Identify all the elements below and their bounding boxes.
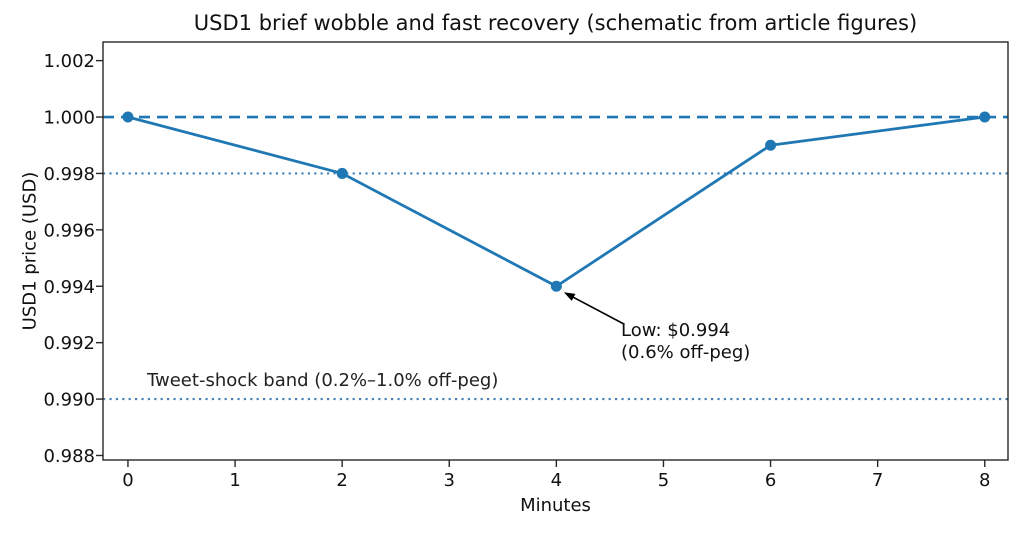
y-axis-label: USD1 price (USD): [19, 171, 41, 331]
band-label: Tweet-shock band (0.2%–1.0% off-peg): [147, 370, 499, 391]
data-point: [336, 167, 348, 179]
data-point: [765, 139, 777, 151]
annotation-line2: (0.6% off-peg): [621, 342, 751, 363]
y-tick-label: 0.998: [43, 164, 95, 185]
data-point: [122, 111, 134, 123]
y-tick-label: 0.996: [43, 220, 95, 241]
data-point: [550, 280, 562, 292]
low-annotation: Low: $0.994 (0.6% off-peg): [621, 320, 750, 364]
x-tick-label: 2: [336, 470, 347, 491]
x-tick-label: 0: [122, 470, 133, 491]
axes-frame: [102, 41, 1009, 461]
data-point: [979, 111, 991, 123]
x-tick-label: 8: [979, 470, 990, 491]
y-tick-label: 0.988: [43, 446, 95, 467]
y-tick-label: 0.990: [43, 390, 95, 411]
y-tick-label: 1.002: [43, 51, 95, 72]
y-tick-label: 0.992: [43, 333, 95, 354]
x-tick-label: 1: [229, 470, 240, 491]
x-axis-label: Minutes: [520, 495, 591, 516]
y-tick-label: 1.000: [43, 108, 95, 129]
x-tick-label: 3: [444, 470, 455, 491]
x-tick-label: 4: [551, 470, 562, 491]
x-tick-label: 6: [765, 470, 776, 491]
chart-title: USD1 brief wobble and fast recovery (sch…: [193, 11, 918, 35]
annotation-arrow-line: [568, 294, 625, 325]
x-tick-label: 5: [658, 470, 669, 491]
price-line: [127, 115, 985, 288]
x-tick-label: 7: [872, 470, 883, 491]
annotation-arrow-head: [563, 292, 576, 301]
annotation-line1: Low: $0.994: [621, 320, 731, 341]
y-tick-label: 0.994: [43, 277, 95, 298]
